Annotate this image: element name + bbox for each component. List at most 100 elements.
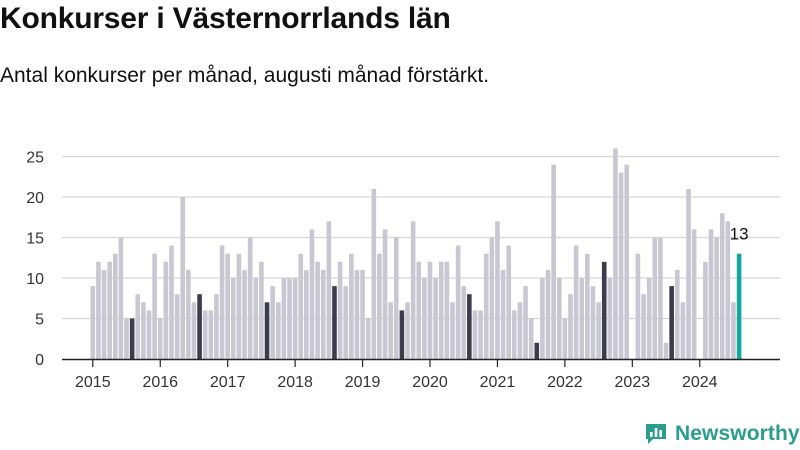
y-tick-label: 20 — [26, 190, 44, 207]
bar — [382, 229, 388, 359]
bar — [96, 261, 101, 359]
bar — [315, 261, 320, 359]
bar — [680, 302, 686, 359]
bar — [118, 237, 124, 359]
bar — [455, 245, 461, 359]
bar — [540, 278, 545, 359]
bar — [658, 237, 663, 359]
bar — [124, 318, 129, 359]
bar — [512, 310, 517, 359]
bar — [343, 286, 348, 359]
newsworthy-chart-icon — [646, 424, 666, 444]
bar — [326, 221, 332, 359]
bar — [556, 278, 562, 359]
bar — [292, 278, 298, 359]
bar — [528, 318, 534, 359]
y-tick-label: 10 — [26, 271, 44, 288]
bar — [281, 278, 287, 359]
bar — [169, 245, 174, 359]
axes-group — [62, 358, 780, 367]
bar — [264, 302, 270, 359]
bar — [332, 286, 337, 359]
brand-name: Newsworthy — [675, 422, 800, 445]
bar — [579, 278, 585, 359]
bar — [607, 278, 613, 359]
bar — [399, 310, 405, 359]
x-tick-label: 2017 — [210, 374, 246, 391]
bar — [534, 342, 540, 359]
bar — [416, 261, 422, 359]
bar — [725, 221, 731, 359]
bar — [242, 269, 247, 359]
x-tick-label: 2020 — [412, 374, 448, 391]
bar — [590, 286, 596, 359]
bar — [618, 172, 624, 359]
bar — [247, 237, 253, 359]
y-tick-label: 5 — [35, 312, 44, 329]
bar — [107, 261, 112, 359]
bar — [354, 269, 360, 359]
bar — [585, 253, 590, 359]
bar — [202, 310, 208, 359]
y-tick-label: 15 — [26, 231, 44, 248]
bar — [635, 253, 641, 359]
bar — [365, 318, 371, 359]
bar — [157, 318, 163, 359]
bar — [320, 269, 326, 359]
bar — [438, 261, 444, 359]
bar — [225, 253, 230, 359]
chart-subtitle: Antal konkurser per månad, augusti månad… — [0, 64, 490, 87]
bars-group — [90, 148, 742, 359]
bar — [652, 237, 658, 359]
bar — [714, 237, 719, 359]
bar — [562, 318, 568, 359]
bar — [663, 342, 669, 359]
bar — [393, 237, 399, 359]
x-tick-label: 2016 — [142, 374, 178, 391]
bar — [253, 278, 259, 359]
bar — [141, 302, 146, 359]
bar — [152, 253, 157, 359]
bar — [731, 302, 736, 359]
bar — [180, 197, 186, 359]
bar — [483, 253, 489, 359]
bar — [90, 286, 96, 359]
bar — [545, 269, 551, 359]
bar — [674, 269, 680, 359]
bar — [236, 253, 242, 359]
bar — [219, 245, 225, 359]
bar — [719, 213, 725, 359]
bar — [478, 310, 483, 359]
bar — [433, 278, 438, 359]
bar — [568, 294, 573, 359]
bar — [472, 310, 478, 359]
bar — [163, 261, 169, 359]
bar — [669, 286, 674, 359]
bar — [214, 294, 219, 359]
x-tick-label: 2022 — [547, 374, 583, 391]
bar — [197, 294, 202, 359]
bar — [112, 253, 118, 359]
bar — [686, 188, 691, 359]
bar — [298, 253, 304, 359]
bar — [523, 286, 528, 359]
bar — [304, 269, 309, 359]
x-tick-label: 2015 — [75, 374, 111, 391]
bar — [450, 302, 455, 359]
bar — [259, 261, 264, 359]
bar — [736, 253, 742, 359]
bar — [405, 302, 410, 359]
bar — [444, 261, 450, 359]
bar — [388, 302, 393, 359]
x-tick-label: 2024 — [682, 374, 718, 391]
bar — [613, 148, 618, 359]
bar — [231, 278, 236, 359]
bar — [691, 229, 697, 359]
bar — [410, 221, 416, 359]
bar — [624, 164, 629, 359]
bar — [708, 229, 714, 359]
bar — [495, 221, 500, 359]
bar — [191, 302, 197, 359]
bar — [506, 245, 511, 359]
newsworthy-logo: Newsworthy — [644, 420, 800, 448]
